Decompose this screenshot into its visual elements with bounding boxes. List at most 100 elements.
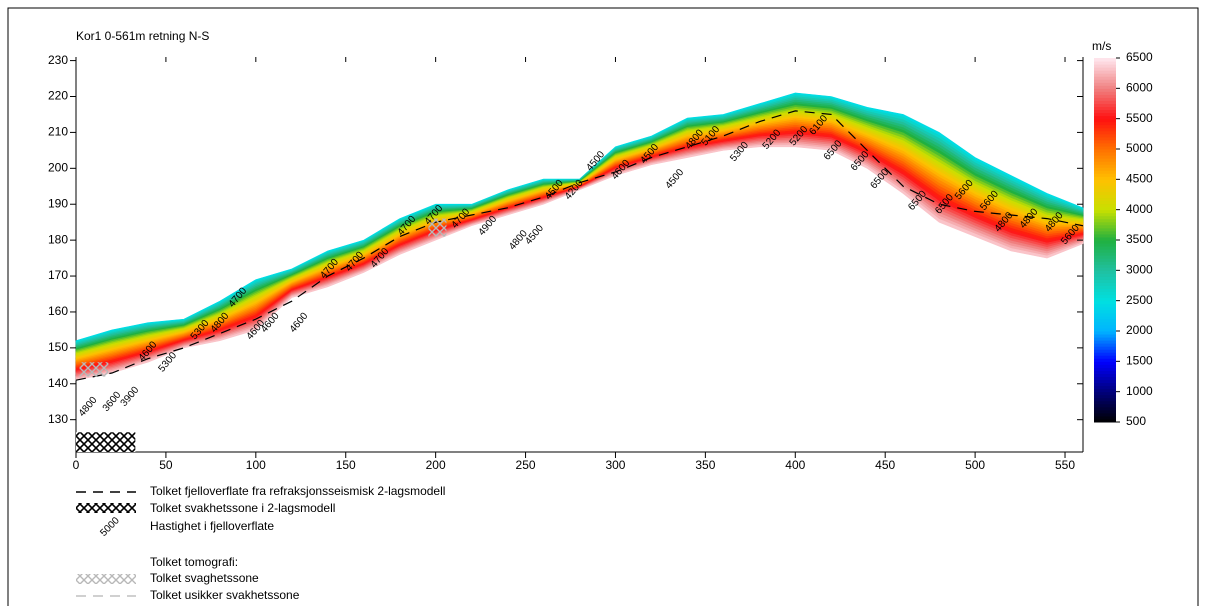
colorbar-segment — [1094, 346, 1116, 350]
colorbar-segment — [1094, 158, 1116, 162]
colorbar-segment — [1094, 382, 1116, 387]
x-tick-label: 150 — [336, 458, 356, 472]
colorbar-segment — [1094, 358, 1116, 362]
x-tick-label: 250 — [516, 458, 536, 472]
colorbar-segment — [1094, 109, 1116, 114]
legend: Tolket fjelloverflate fra refraksjonssei… — [76, 484, 445, 602]
x-tick-label: 0 — [73, 458, 80, 472]
colorbar-segment — [1094, 331, 1116, 335]
colorbar-segment — [1094, 142, 1116, 147]
colorbar-segment — [1094, 82, 1116, 86]
colorbar-tick-label: 3000 — [1126, 263, 1153, 277]
velocity-label: 4500 — [523, 222, 546, 246]
colorbar-segment — [1094, 279, 1116, 283]
colorbar-tick-label: 2500 — [1126, 293, 1153, 307]
colorbar-segment — [1094, 97, 1116, 101]
x-tick-label: 450 — [875, 458, 895, 472]
colorbar-segment — [1094, 370, 1116, 374]
colorbar-segment — [1094, 103, 1116, 108]
colorbar-segment — [1094, 312, 1116, 317]
colorbar-segment — [1094, 361, 1116, 365]
colorbar-segment — [1094, 270, 1116, 274]
colorbar-segment — [1094, 130, 1116, 135]
colorbar-segment — [1094, 118, 1116, 123]
colorbar-tick-label: 3500 — [1126, 232, 1153, 246]
x-tick-label: 500 — [965, 458, 985, 472]
colorbar-segment — [1094, 88, 1116, 92]
colorbar-segment — [1094, 127, 1116, 132]
y-tick-label: 210 — [48, 125, 68, 139]
colorbar-segment — [1094, 121, 1116, 126]
y-tick-label: 150 — [48, 340, 68, 354]
colorbar-segment — [1094, 58, 1116, 62]
colorbar-segment — [1094, 182, 1116, 186]
colorbar-segment — [1094, 276, 1116, 280]
colorbar-segment — [1094, 212, 1116, 217]
colorbar-segment — [1094, 185, 1116, 189]
colorbar-segment — [1094, 173, 1116, 177]
colorbar-segment — [1094, 391, 1116, 396]
colorbar-segment — [1094, 200, 1116, 205]
colorbar-segment — [1094, 67, 1116, 71]
colorbar — [1094, 58, 1116, 423]
colorbar-segment — [1094, 343, 1116, 347]
colorbar-segment — [1094, 418, 1116, 423]
x-tick-label: 400 — [785, 458, 805, 472]
colorbar-segment — [1094, 64, 1116, 68]
colorbar-segment — [1094, 188, 1116, 192]
colorbar-segment — [1094, 379, 1116, 384]
colorbar-tick-label: 5500 — [1126, 111, 1153, 125]
legend-label: Tolket fjelloverflate fra refraksjonssei… — [150, 484, 445, 498]
colorbar-segment — [1094, 203, 1116, 208]
colorbar-segment — [1094, 106, 1116, 111]
velocity-label: 4500 — [664, 167, 687, 191]
colorbar-segment — [1094, 215, 1116, 220]
colorbar-segment — [1094, 364, 1116, 368]
colorbar-segment — [1094, 152, 1116, 156]
colorbar-segment — [1094, 249, 1116, 253]
y-tick-label: 140 — [48, 376, 68, 390]
tomography-weakness-zone — [428, 218, 447, 237]
colorbar-segment — [1094, 406, 1116, 411]
colorbar-segment — [1094, 300, 1116, 305]
colorbar-segment — [1094, 297, 1116, 302]
legend-sample — [76, 574, 136, 584]
colorbar-segment — [1094, 321, 1116, 326]
colorbar-segment — [1094, 218, 1116, 223]
colorbar-segment — [1094, 94, 1116, 98]
colorbar-segment — [1094, 100, 1116, 104]
colorbar-segment — [1094, 412, 1116, 417]
y-tick-label: 170 — [48, 268, 68, 282]
legend-heading: Tolket tomografi: — [150, 555, 238, 569]
colorbar-segment — [1094, 179, 1116, 183]
colorbar-segment — [1094, 327, 1116, 332]
colorbar-segment — [1094, 124, 1116, 129]
colorbar-segment — [1094, 112, 1116, 117]
x-tick-label: 200 — [426, 458, 446, 472]
chart-title: Kor1 0-561m retning N-S — [76, 29, 209, 43]
colorbar-segment — [1094, 340, 1116, 344]
colorbar-segment — [1094, 224, 1116, 229]
colorbar-segment — [1094, 145, 1116, 150]
colorbar-segment — [1094, 273, 1116, 277]
legend-sample — [76, 503, 136, 513]
colorbar-segment — [1094, 194, 1116, 199]
colorbar-segment — [1094, 309, 1116, 314]
colorbar-segment — [1094, 355, 1116, 359]
colorbar-segment — [1094, 167, 1116, 171]
colorbar-segment — [1094, 79, 1116, 83]
colorbar-tick-label: 4500 — [1126, 172, 1153, 186]
colorbar-tick-label: 1000 — [1126, 384, 1153, 398]
legend-label: Tolket usikker svakhetssone — [150, 588, 300, 602]
velocity-field — [75, 92, 1084, 381]
colorbar-tick-label: 4000 — [1126, 202, 1153, 216]
colorbar-segment — [1094, 306, 1116, 311]
colorbar-segment — [1094, 155, 1116, 159]
y-tick-label: 130 — [48, 412, 68, 426]
legend-label: Hastighet i fjelloverflate — [150, 519, 274, 533]
velocity-label: 4800 — [77, 394, 100, 418]
colorbar-segment — [1094, 170, 1116, 174]
colorbar-label: m/s — [1092, 39, 1111, 53]
colorbar-segment — [1094, 76, 1116, 80]
colorbar-segment — [1094, 324, 1116, 329]
